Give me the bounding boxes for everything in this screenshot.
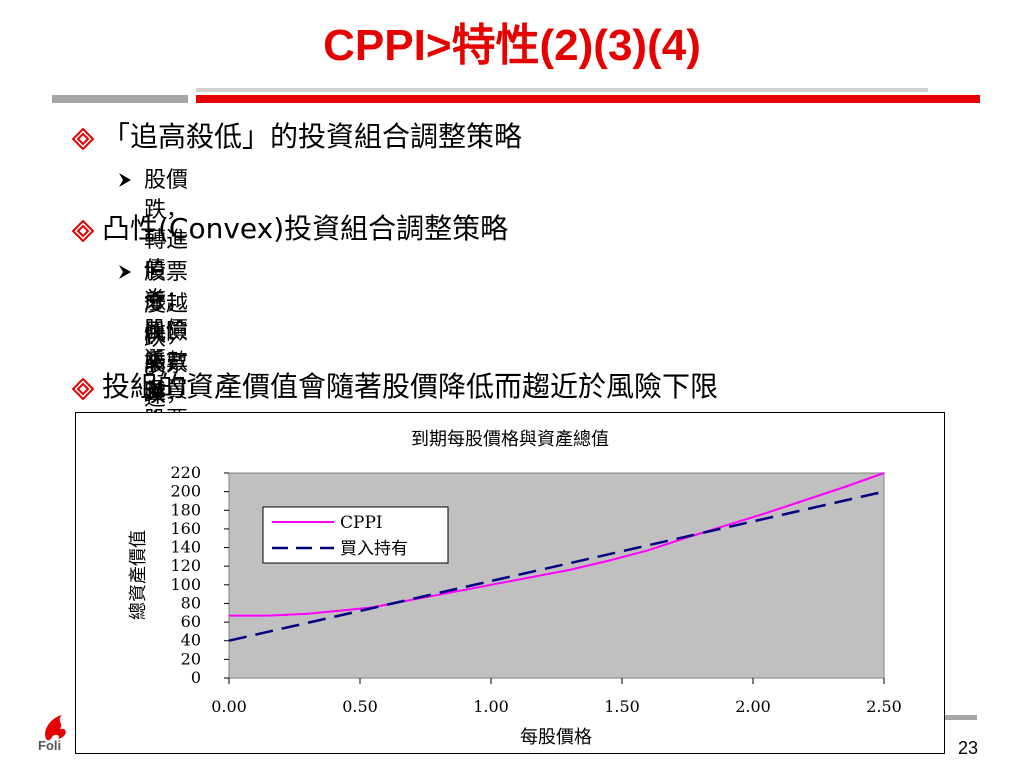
legend-box [262,506,449,564]
title-underline-thin [196,88,928,92]
arrow-bullet-icon [119,173,131,187]
series-line-buy-and-hold [228,490,885,642]
diamond-bullet-icon [72,128,94,150]
title-rest: >特性(2)(3)(4) [425,21,701,70]
x-tick-label: 2.00 [735,697,771,716]
slide-title: CPPI>特性(2)(3)(4) [0,16,1024,76]
chart: 到期每股價格與資產總值 0204060801001201401601802002… [128,429,902,748]
y-tick-label: 0 [191,668,201,687]
y-axis-label: 總資產價值 [128,530,149,620]
x-axis-label: 每股價格 [520,727,592,748]
chart-title: 到期每股價格與資產總值 [411,429,609,450]
legend: CPPI 買入持有 [262,506,449,564]
plot-area [228,472,885,679]
x-tick-label: 1.50 [604,697,640,716]
arrow-bullet-icon [119,265,131,279]
y-tick-label: 40 [181,631,201,650]
title-underline-red [196,95,980,103]
y-tick-label: 100 [170,575,201,594]
logo-text: Foli [38,738,62,753]
y-tick-label: 60 [181,612,201,631]
y-tick-label: 200 [170,482,201,501]
y-tick-label: 160 [170,519,201,538]
title-underline-gray [52,95,188,103]
y-tick-label: 20 [181,649,201,668]
x-tick-label: 1.00 [473,697,509,716]
y-tick-label: 220 [170,463,201,482]
diamond-bullet-icon [72,378,94,400]
x-tick-label: 0.00 [211,697,247,716]
bullet-3-text: 投組的資產價值會隨著股價降低而趨近於風險下限 [102,370,719,403]
logo-icon [45,715,66,741]
bullet-1-text: 「追高殺低」的投資組合調整策略 [102,120,523,153]
y-tick-label: 80 [181,593,201,612]
x-tick-label: 2.50 [866,697,902,716]
chart-frame: 到期每股價格與資產總值 0 20 40 60 80 100 120 140 160 180 200 2… [75,412,945,754]
y-tick-label: 180 [170,500,201,519]
y-tick-label: 120 [170,556,201,575]
legend-cppi-label: CPPI [340,513,383,533]
diamond-bullet-icon [72,220,94,242]
y-tick-label: 140 [170,538,201,557]
title-cppi: CPPI [323,21,426,70]
page-number: 23 [958,738,979,758]
series-line-cppi [229,472,885,617]
bullet-2-text: 凸性(Convex)投資組合調整策略 [102,212,509,245]
legend-bh-label: 買入持有 [340,539,408,559]
footer-bar [945,715,977,720]
x-tick-label: 0.50 [342,697,378,716]
